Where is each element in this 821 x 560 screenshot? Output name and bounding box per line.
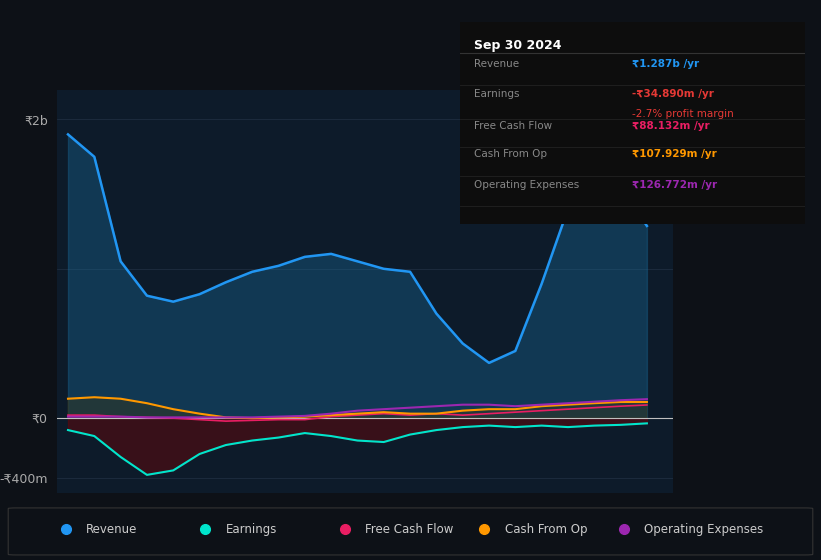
Text: Free Cash Flow: Free Cash Flow bbox=[365, 522, 454, 536]
Text: -₹34.890m /yr: -₹34.890m /yr bbox=[632, 89, 714, 99]
Text: ₹107.929m /yr: ₹107.929m /yr bbox=[632, 150, 717, 160]
Text: Cash From Op: Cash From Op bbox=[505, 522, 587, 536]
Text: Free Cash Flow: Free Cash Flow bbox=[474, 121, 552, 131]
Text: -2.7% profit margin: -2.7% profit margin bbox=[632, 109, 734, 119]
Text: Earnings: Earnings bbox=[474, 89, 519, 99]
Text: ₹1.287b /yr: ₹1.287b /yr bbox=[632, 59, 699, 69]
Text: Revenue: Revenue bbox=[474, 59, 519, 69]
Text: ₹126.772m /yr: ₹126.772m /yr bbox=[632, 180, 718, 190]
Text: ₹88.132m /yr: ₹88.132m /yr bbox=[632, 121, 710, 131]
Text: Operating Expenses: Operating Expenses bbox=[474, 180, 579, 190]
Text: Cash From Op: Cash From Op bbox=[474, 150, 547, 160]
Text: Operating Expenses: Operating Expenses bbox=[644, 522, 764, 536]
Text: Revenue: Revenue bbox=[86, 522, 138, 536]
Text: Sep 30 2024: Sep 30 2024 bbox=[474, 39, 561, 52]
Text: Earnings: Earnings bbox=[226, 522, 277, 536]
